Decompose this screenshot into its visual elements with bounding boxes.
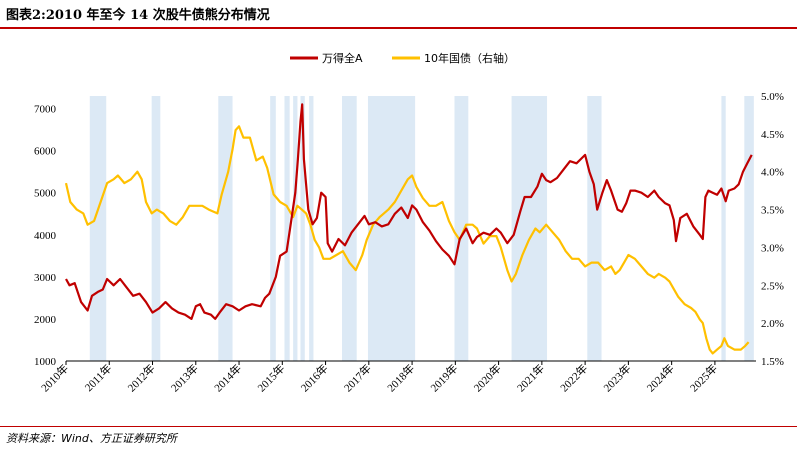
y-left-tick-label: 7000 [34,104,57,116]
shaded-period-13 [587,96,602,361]
y-right-tick-label: 3.0% [761,242,784,254]
y-right-tick-label: 2.5% [761,280,784,292]
shaded-period-10 [367,96,416,361]
y-right-tick-label: 4.5% [761,129,784,141]
x-tick-label: 2016年 [297,361,330,394]
shaded-period-6 [293,96,298,361]
y-left-tick-label: 1000 [34,356,57,368]
x-tick-label: 2012年 [124,361,157,394]
series-line-cn10y [64,125,750,355]
y-left-tick-label: 6000 [34,146,57,158]
shaded-period-7 [300,96,305,361]
x-tick-label: 2022年 [557,361,590,394]
shaded-period-3 [218,96,233,361]
y-right-tick-label: 4.0% [761,167,784,179]
shaded-period-9 [342,96,357,361]
x-tick-label: 2014年 [211,361,244,394]
y-right-tick-label: 1.5% [761,356,784,368]
y-left-tick-label: 4000 [34,230,57,242]
x-tick-label: 2011年 [81,361,114,394]
shaded-period-5 [284,96,290,361]
x-tick-label: 2023年 [600,361,633,394]
shaded-period-1 [89,96,107,361]
shaded-period-15 [744,96,754,361]
shaded-period-4 [270,96,276,361]
stock-bond-chart: 1000 2000 3000 4000 5000 6000 7000 1.5% 2.0% 2.5%… [34,51,784,394]
series-lines [64,103,753,355]
legend: 万得全A 10年国债（右轴） [290,51,515,65]
shaded-period-11 [454,96,469,361]
shaded-period-14 [721,96,726,361]
shaded-period-2 [151,96,161,361]
x-tick-label: 2020年 [470,361,503,394]
legend-label-cn10y: 10年国债（右轴） [424,51,515,65]
source-rule [0,426,797,427]
y-left-tick-label: 2000 [34,314,57,326]
y-right-tick-label: 2.0% [761,318,784,330]
y-left-tick-label: 5000 [34,188,57,200]
x-tick-label: 2025年 [687,361,720,394]
x-tick-label: 2017年 [341,361,374,394]
x-tick-label: 2019年 [427,361,460,394]
series-line-wind-a [65,103,753,320]
source-note: 资料来源：Wind、方正证券研究所 [6,432,177,445]
shaded-period-12 [511,96,548,361]
legend-label-wind-a: 万得全A [322,51,363,65]
y-left-tick-label: 3000 [34,272,57,284]
chart-title: 图表2:2010 年至今 14 次股牛债熊分布情况 [6,8,270,23]
x-tick-label: 2018年 [384,361,417,394]
y-right-tick-label: 5.0% [761,91,784,103]
x-tick-label: 2021年 [514,361,547,394]
shaded-periods [89,96,754,361]
x-tick-label: 2024年 [644,361,677,394]
title-underline [0,27,797,29]
y-right-tick-label: 3.5% [761,205,784,217]
x-tick-label: 2013年 [168,361,201,394]
x-tick-label: 2015年 [254,361,287,394]
